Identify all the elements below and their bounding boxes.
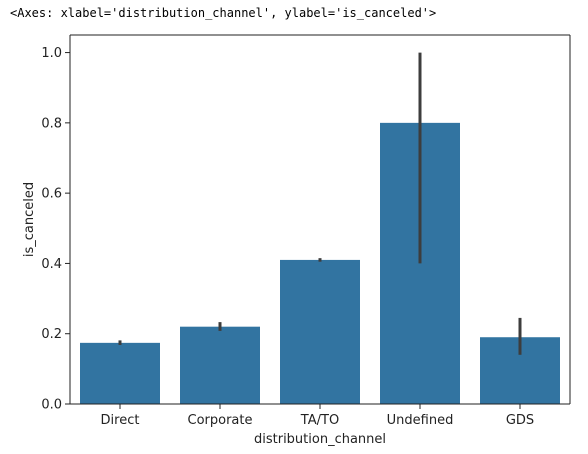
bars-group	[80, 122, 560, 404]
bar-direct	[80, 342, 160, 404]
bar-corporate	[180, 326, 260, 404]
y-tick-label: 1.0	[41, 46, 62, 61]
x-tick-label: TA/TO	[300, 413, 339, 428]
y-axis-label: is_canceled	[22, 182, 37, 257]
error-bars-group	[118, 52, 522, 355]
x-tick-label: Corporate	[188, 413, 253, 428]
y-tick-label: 0.0	[41, 398, 62, 413]
bar-ta-to	[280, 259, 360, 404]
y-tick-label: 0.2	[41, 327, 62, 342]
x-tick-label: GDS	[506, 413, 534, 428]
y-tick-label: 0.6	[41, 187, 62, 202]
x-tick-label: Direct	[101, 413, 140, 428]
y-tick-label: 0.4	[41, 257, 62, 272]
y-tick-label: 0.8	[41, 116, 62, 131]
axes-repr-text: <Axes: xlabel='distribution_channel', yl…	[10, 6, 437, 20]
x-axis-label: distribution_channel	[254, 432, 386, 447]
axes-group: 0.0 0.2 0.4 0.6 0.8 1.0 Direct Corporate TA/TO Un…	[41, 34, 571, 428]
x-tick-label: Undefined	[387, 413, 454, 428]
